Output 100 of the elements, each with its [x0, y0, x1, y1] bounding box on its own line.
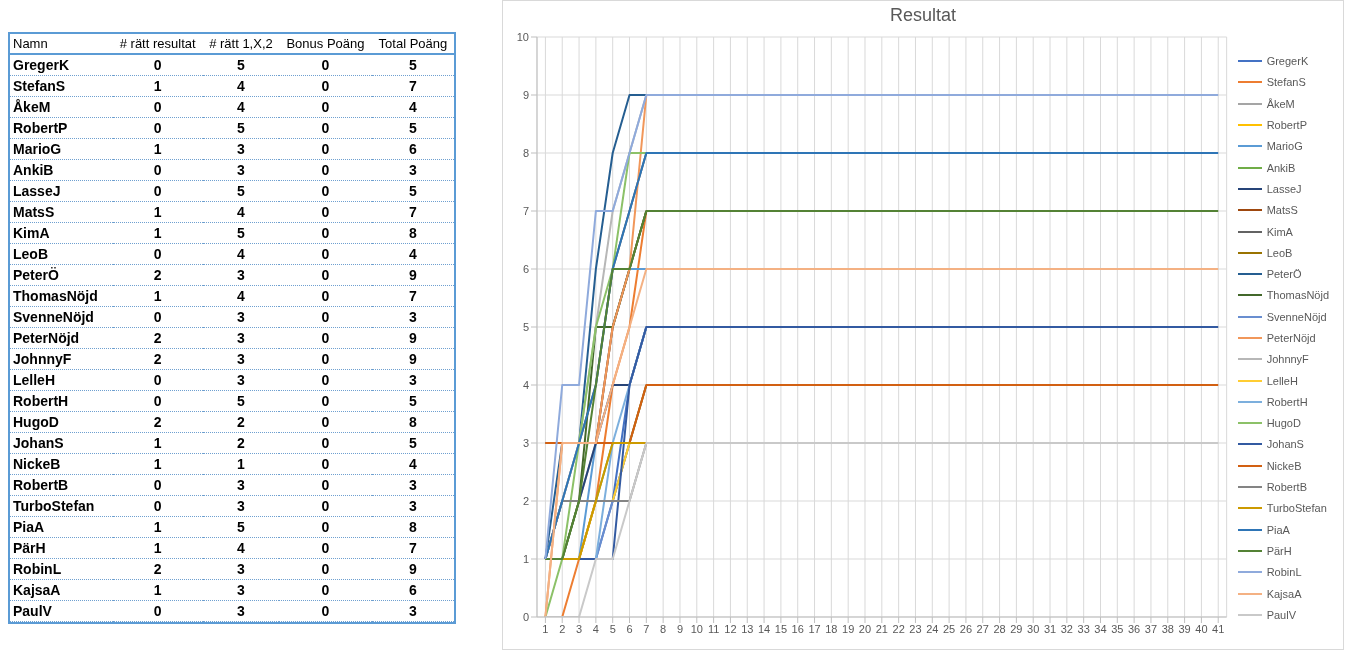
y-tick-label: KajsaA	[10, 579, 113, 601]
data-label: 3	[371, 369, 454, 391]
data-label: 3	[202, 495, 280, 517]
x-tick-label: Bonus Poäng	[285, 35, 366, 53]
legend-label: RobertP	[1266, 119, 1307, 132]
data-label: 7	[371, 75, 454, 97]
data-label: 0	[279, 222, 372, 244]
data-label: 3	[202, 306, 280, 328]
x-tick-label: 17	[808, 622, 821, 635]
y-tick-label: 5	[522, 320, 529, 333]
y-tick-label: NickeB	[10, 453, 113, 475]
y-tick-label: 9	[522, 88, 529, 101]
data-label: 3	[371, 159, 454, 181]
data-label: 7	[371, 201, 454, 223]
legend-label: RobertH	[1266, 395, 1308, 408]
data-label: 3	[371, 495, 454, 517]
data-label: 8	[371, 411, 454, 433]
data-label: 0	[112, 369, 203, 391]
x-tick-label: # rätt resultat	[118, 35, 197, 53]
y-tick-label: 4	[522, 378, 529, 391]
x-tick-label: 35	[1111, 622, 1124, 635]
data-label: 0	[112, 54, 203, 76]
y-tick-label: ThomasNöjd	[10, 285, 113, 307]
data-label: 3	[202, 579, 280, 601]
data-label: 5	[371, 117, 454, 139]
y-tick-label: SvenneNöjd	[10, 306, 113, 328]
data-label: 0	[279, 285, 372, 307]
y-tick-label: StefanS	[10, 75, 113, 97]
x-tick-label: 3	[575, 622, 583, 635]
data-label: 5	[202, 222, 280, 244]
y-tick-label: MarioG	[10, 138, 113, 160]
data-label: 9	[371, 264, 454, 286]
data-label: 0	[279, 54, 372, 76]
legend-label: PaulV	[1266, 608, 1296, 621]
x-tick-label: 12	[724, 622, 737, 635]
y-tick-label: 1	[522, 552, 529, 565]
y-tick-label: PeterNöjd	[10, 327, 113, 349]
data-label: 0	[279, 558, 372, 580]
data-label: 0	[112, 495, 203, 517]
legend-label: PeterÖ	[1266, 268, 1302, 281]
data-label: 7	[371, 537, 454, 559]
data-label: 1	[202, 453, 280, 475]
x-tick-label: 10	[690, 622, 703, 635]
y-tick-label: LasseJ	[10, 180, 113, 202]
data-label: 0	[279, 75, 372, 97]
x-tick-label: 8	[660, 622, 667, 635]
x-tick-label: 4	[592, 622, 599, 635]
y-tick-label: 7	[522, 204, 529, 217]
data-label: 0	[279, 243, 372, 265]
data-label: 0	[112, 117, 203, 139]
x-tick-label: 33	[1077, 622, 1090, 635]
x-tick-label: 18	[825, 622, 838, 635]
x-tick-label: 25	[942, 622, 956, 635]
data-label: 9	[371, 558, 454, 580]
data-label: 0	[112, 600, 203, 622]
chart-title: Resultat	[888, 5, 957, 27]
data-label: 8	[371, 222, 454, 244]
data-label: 3	[371, 474, 454, 496]
data-label: 1	[112, 516, 203, 538]
y-tick-label: RobinL	[10, 558, 113, 580]
data-label: 4	[202, 537, 280, 559]
x-tick-label: 9	[676, 622, 684, 635]
data-label: 5	[202, 54, 280, 76]
data-label: 1	[112, 453, 203, 475]
data-label: 5	[202, 390, 280, 412]
data-label: 7	[371, 285, 454, 307]
legend-label: KajsaA	[1266, 587, 1302, 600]
x-tick-label: 11	[707, 622, 720, 635]
data-label: 0	[112, 96, 203, 118]
data-label: 1	[112, 537, 203, 559]
data-label: 1	[112, 138, 203, 160]
x-tick-label: 24	[926, 622, 939, 635]
data-label: 0	[279, 159, 372, 181]
y-tick-label: RobertB	[10, 474, 113, 496]
x-tick-label: 23	[909, 622, 922, 635]
x-tick-label: 21	[875, 622, 888, 635]
x-tick-label: 31	[1043, 622, 1057, 635]
y-tick-label: TurboStefan	[10, 495, 113, 517]
x-tick-label: 19	[842, 622, 855, 635]
legend-label: PärH	[1266, 544, 1292, 557]
data-label: 3	[202, 138, 280, 160]
y-tick-label: 6	[522, 262, 529, 275]
data-label: 1	[112, 285, 203, 307]
x-tick-label: 2	[559, 622, 566, 635]
legend-label: LasseJ	[1266, 182, 1302, 195]
legend-label: JohanS	[1266, 438, 1304, 451]
y-tick-label: KimA	[10, 222, 113, 244]
y-tick-label: AnkiB	[10, 159, 113, 181]
y-tick-label: ÅkeM	[10, 96, 113, 118]
y-tick-label: PärH	[10, 537, 113, 559]
data-label: 0	[279, 453, 372, 475]
data-label: 0	[279, 474, 372, 496]
x-tick-label: 13	[741, 622, 754, 635]
data-label: 5	[371, 390, 454, 412]
data-label: 0	[279, 117, 372, 139]
x-tick-label: 32	[1060, 622, 1073, 635]
y-tick-label: LeoB	[10, 243, 113, 265]
data-label: 5	[202, 180, 280, 202]
data-label: 5	[202, 516, 280, 538]
x-tick-label: 40	[1195, 622, 1208, 635]
